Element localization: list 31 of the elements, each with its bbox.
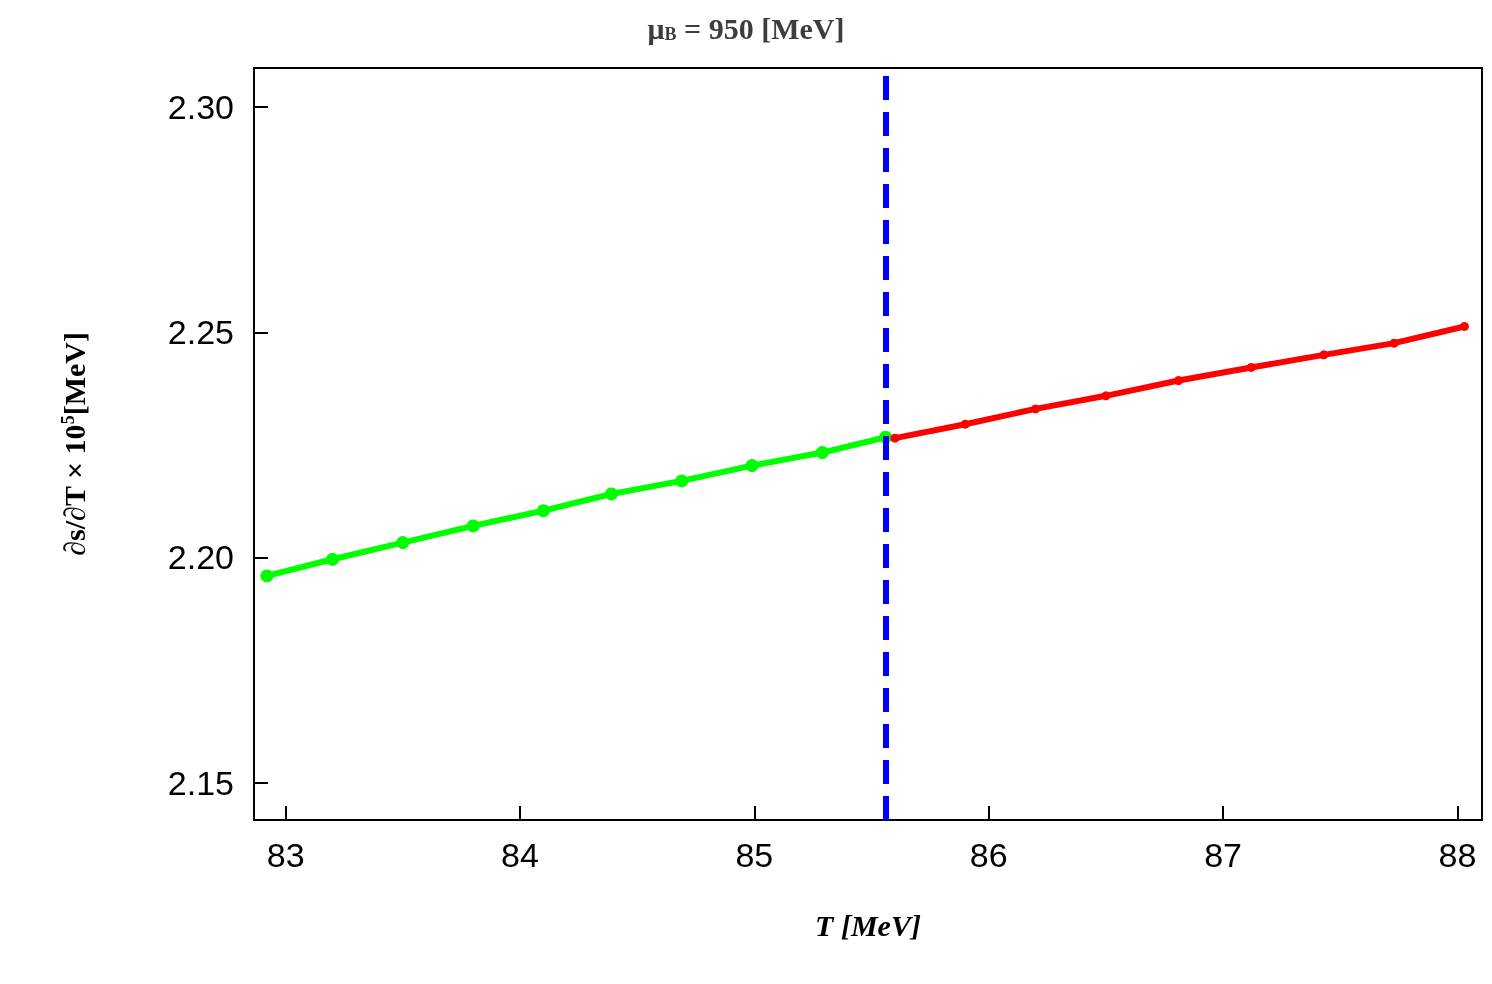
point (604, 487, 618, 501)
y-axis-title: ∂s/∂T × 105[MeV] (57, 331, 91, 556)
y-tick-label: 2.15 (167, 763, 234, 802)
point (815, 446, 829, 460)
point (536, 504, 550, 518)
y-tick-label: 2.30 (167, 88, 234, 127)
point (326, 552, 340, 566)
point (260, 569, 274, 583)
chart-title: μB = 950 [MeV] (647, 11, 845, 45)
y-tick-label: 2.20 (167, 538, 234, 577)
x-tick-label: 83 (266, 836, 305, 874)
point (675, 474, 689, 488)
point (466, 519, 480, 533)
point (1101, 391, 1111, 401)
x-tick-label: 88 (1438, 836, 1477, 874)
x-tick-label: 87 (1204, 836, 1242, 874)
point (1389, 338, 1399, 348)
point (1031, 404, 1041, 414)
point (396, 536, 410, 550)
point (1459, 321, 1469, 331)
point (960, 419, 970, 429)
x-tick-label: 85 (735, 836, 774, 874)
point (1174, 376, 1184, 386)
point (1319, 350, 1329, 360)
x-tick-label: 84 (501, 836, 539, 874)
point (745, 459, 759, 473)
y-tick-label: 2.25 (167, 313, 234, 352)
point (890, 433, 900, 443)
x-axis-title: T [MeV] (815, 908, 921, 942)
x-tick-label: 86 (969, 836, 1008, 874)
point (1246, 362, 1256, 372)
